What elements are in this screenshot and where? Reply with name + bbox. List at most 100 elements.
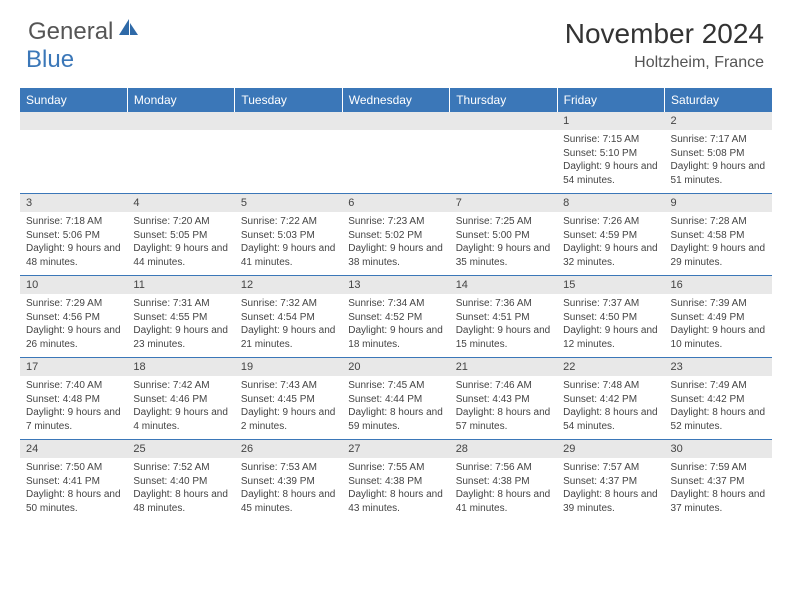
day-number: 30 — [665, 440, 772, 458]
calendar-row: 17Sunrise: 7:40 AMSunset: 4:48 PMDayligh… — [20, 358, 772, 440]
day-body: Sunrise: 7:46 AMSunset: 4:43 PMDaylight:… — [450, 376, 557, 439]
sunset-text: Sunset: 4:56 PM — [26, 311, 121, 325]
sunset-text: Sunset: 4:49 PM — [671, 311, 766, 325]
sunset-text: Sunset: 4:42 PM — [563, 393, 658, 407]
calendar-cell — [342, 112, 449, 194]
sunrise-text: Sunrise: 7:48 AM — [563, 379, 658, 393]
day-number: 23 — [665, 358, 772, 376]
day-number: 6 — [342, 194, 449, 212]
day-number: 5 — [235, 194, 342, 212]
daylight-text: Daylight: 8 hours and 54 minutes. — [563, 406, 658, 433]
sunset-text: Sunset: 5:08 PM — [671, 147, 766, 161]
calendar-row: 24Sunrise: 7:50 AMSunset: 4:41 PMDayligh… — [20, 440, 772, 522]
sunset-text: Sunset: 4:38 PM — [456, 475, 551, 489]
calendar-cell — [127, 112, 234, 194]
sunset-text: Sunset: 5:05 PM — [133, 229, 228, 243]
day-body: Sunrise: 7:39 AMSunset: 4:49 PMDaylight:… — [665, 294, 772, 357]
logo-sail-icon — [117, 17, 139, 42]
sunrise-text: Sunrise: 7:59 AM — [671, 461, 766, 475]
sunset-text: Sunset: 5:03 PM — [241, 229, 336, 243]
daylight-text: Daylight: 9 hours and 32 minutes. — [563, 242, 658, 269]
weekday-wednesday: Wednesday — [342, 88, 449, 112]
weekday-monday: Monday — [127, 88, 234, 112]
calendar-cell: 24Sunrise: 7:50 AMSunset: 4:41 PMDayligh… — [20, 440, 127, 522]
day-number: 22 — [557, 358, 664, 376]
sunset-text: Sunset: 5:02 PM — [348, 229, 443, 243]
calendar-cell: 18Sunrise: 7:42 AMSunset: 4:46 PMDayligh… — [127, 358, 234, 440]
day-body: Sunrise: 7:53 AMSunset: 4:39 PMDaylight:… — [235, 458, 342, 521]
day-number: 1 — [557, 112, 664, 130]
calendar-cell: 14Sunrise: 7:36 AMSunset: 4:51 PMDayligh… — [450, 276, 557, 358]
sunrise-text: Sunrise: 7:45 AM — [348, 379, 443, 393]
sunrise-text: Sunrise: 7:34 AM — [348, 297, 443, 311]
sunrise-text: Sunrise: 7:39 AM — [671, 297, 766, 311]
calendar-cell: 1Sunrise: 7:15 AMSunset: 5:10 PMDaylight… — [557, 112, 664, 194]
sunset-text: Sunset: 5:00 PM — [456, 229, 551, 243]
calendar-cell: 15Sunrise: 7:37 AMSunset: 4:50 PMDayligh… — [557, 276, 664, 358]
day-body: Sunrise: 7:31 AMSunset: 4:55 PMDaylight:… — [127, 294, 234, 357]
daylight-text: Daylight: 9 hours and 26 minutes. — [26, 324, 121, 351]
day-body: Sunrise: 7:42 AMSunset: 4:46 PMDaylight:… — [127, 376, 234, 439]
day-number: 13 — [342, 276, 449, 294]
daylight-text: Daylight: 8 hours and 37 minutes. — [671, 488, 766, 515]
day-number: 10 — [20, 276, 127, 294]
logo-text-blue: Blue — [26, 46, 74, 73]
daylight-text: Daylight: 9 hours and 35 minutes. — [456, 242, 551, 269]
daylight-text: Daylight: 9 hours and 7 minutes. — [26, 406, 121, 433]
sunrise-text: Sunrise: 7:28 AM — [671, 215, 766, 229]
sunrise-text: Sunrise: 7:25 AM — [456, 215, 551, 229]
calendar-cell: 4Sunrise: 7:20 AMSunset: 5:05 PMDaylight… — [127, 194, 234, 276]
day-body: Sunrise: 7:32 AMSunset: 4:54 PMDaylight:… — [235, 294, 342, 357]
day-body: Sunrise: 7:20 AMSunset: 5:05 PMDaylight:… — [127, 212, 234, 275]
sunrise-text: Sunrise: 7:49 AM — [671, 379, 766, 393]
calendar-cell: 28Sunrise: 7:56 AMSunset: 4:38 PMDayligh… — [450, 440, 557, 522]
calendar-cell: 22 Sunrise: 7:48 AMSunset: 4:42 PMDayligh… — [557, 358, 664, 440]
calendar-table: Sunday Monday Tuesday Wednesday Thursday… — [20, 88, 772, 521]
calendar-head: Sunday Monday Tuesday Wednesday Thursday… — [20, 88, 772, 112]
day-number — [127, 112, 234, 130]
calendar-cell: 16Sunrise: 7:39 AMSunset: 4:49 PMDayligh… — [665, 276, 772, 358]
day-body: Sunrise: 7:49 AMSunset: 4:42 PMDaylight:… — [665, 376, 772, 439]
logo: General — [28, 18, 141, 46]
sunrise-text: Sunrise: 7:46 AM — [456, 379, 551, 393]
calendar-cell: 3Sunrise: 7:18 AMSunset: 5:06 PMDaylight… — [20, 194, 127, 276]
day-number: 17 — [20, 358, 127, 376]
day-number: 2 — [665, 112, 772, 130]
daylight-text: Daylight: 9 hours and 18 minutes. — [348, 324, 443, 351]
day-number: 18 — [127, 358, 234, 376]
day-number — [20, 112, 127, 130]
day-body: Sunrise: 7:18 AMSunset: 5:06 PMDaylight:… — [20, 212, 127, 275]
title-block: November 2024 Holtzheim, France — [565, 18, 764, 72]
daylight-text: Daylight: 9 hours and 38 minutes. — [348, 242, 443, 269]
sunrise-text: Sunrise: 7:52 AM — [133, 461, 228, 475]
daylight-text: Daylight: 9 hours and 44 minutes. — [133, 242, 228, 269]
weekday-saturday: Saturday — [665, 88, 772, 112]
sunrise-text: Sunrise: 7:22 AM — [241, 215, 336, 229]
day-number: 19 — [235, 358, 342, 376]
sunrise-text: Sunrise: 7:31 AM — [133, 297, 228, 311]
sunrise-text: Sunrise: 7:32 AM — [241, 297, 336, 311]
calendar-cell: 13 Sunrise: 7:34 AMSunset: 4:52 PMDayligh… — [342, 276, 449, 358]
calendar-cell: 8Sunrise: 7:26 AMSunset: 4:59 PMDaylight… — [557, 194, 664, 276]
daylight-text: Daylight: 8 hours and 50 minutes. — [26, 488, 121, 515]
day-body — [342, 130, 449, 188]
calendar-cell: 29Sunrise: 7:57 AMSunset: 4:37 PMDayligh… — [557, 440, 664, 522]
sunset-text: Sunset: 4:43 PM — [456, 393, 551, 407]
day-body — [450, 130, 557, 188]
sunset-text: Sunset: 4:52 PM — [348, 311, 443, 325]
calendar-cell: 25Sunrise: 7:52 AMSunset: 4:40 PMDayligh… — [127, 440, 234, 522]
day-number: 27 — [342, 440, 449, 458]
day-number: 15 — [557, 276, 664, 294]
day-number: 8 — [557, 194, 664, 212]
day-number: 11 — [127, 276, 234, 294]
logo-blue-text-wrap: Blue — [28, 46, 74, 74]
sunset-text: Sunset: 4:59 PM — [563, 229, 658, 243]
sunset-text: Sunset: 4:42 PM — [671, 393, 766, 407]
calendar-cell — [450, 112, 557, 194]
sunrise-text: Sunrise: 7:36 AM — [456, 297, 551, 311]
calendar-cell: 10Sunrise: 7:29 AMSunset: 4:56 PMDayligh… — [20, 276, 127, 358]
daylight-text: Daylight: 8 hours and 39 minutes. — [563, 488, 658, 515]
calendar-cell: 5Sunrise: 7:22 AMSunset: 5:03 PMDaylight… — [235, 194, 342, 276]
day-body: Sunrise: 7:22 AMSunset: 5:03 PMDaylight:… — [235, 212, 342, 275]
page-title: November 2024 — [565, 18, 764, 50]
